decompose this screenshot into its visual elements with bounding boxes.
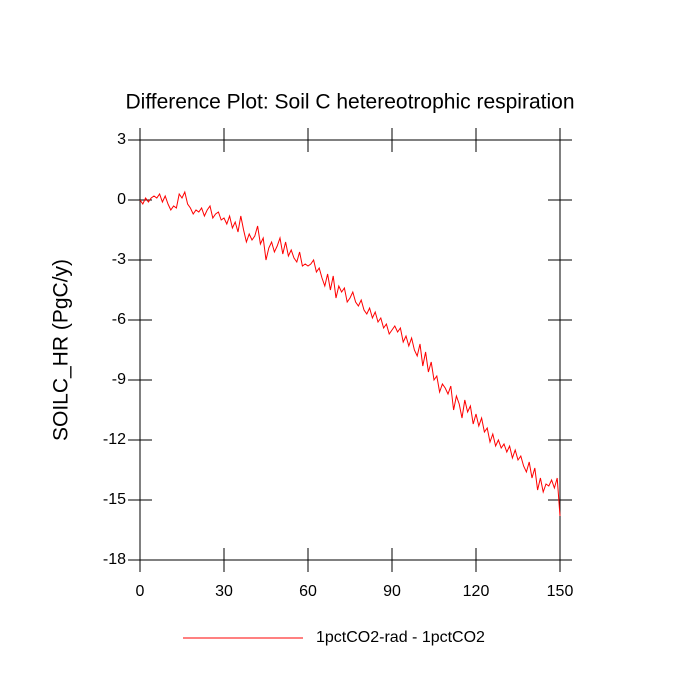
y-tick-label: -12 — [103, 431, 126, 448]
chart-title: Difference Plot: Soil C hetereotrophic r… — [125, 91, 574, 114]
x-tick-label: 60 — [299, 583, 317, 600]
y-tick-label: 3 — [117, 131, 126, 148]
x-tick-label: 150 — [547, 583, 574, 600]
y-tick-label: -9 — [112, 371, 126, 388]
data-line — [139, 190, 561, 517]
y-tick-label: -3 — [112, 251, 126, 268]
x-tick-label: 30 — [215, 583, 233, 600]
x-tick-label: 0 — [136, 583, 145, 600]
x-tick-label: 120 — [463, 583, 490, 600]
x-tick-label: 90 — [383, 583, 401, 600]
y-tick-label: -6 — [112, 311, 126, 328]
plot-frame — [139, 139, 561, 561]
legend-label: 1pctCO2-rad - 1pctCO2 — [316, 629, 485, 646]
y-axis-label: SOILC_HR (PgC/y) — [50, 259, 73, 441]
y-tick-label: -15 — [103, 491, 126, 508]
y-tick-label: 0 — [117, 191, 126, 208]
y-tick-label: -18 — [103, 551, 126, 568]
